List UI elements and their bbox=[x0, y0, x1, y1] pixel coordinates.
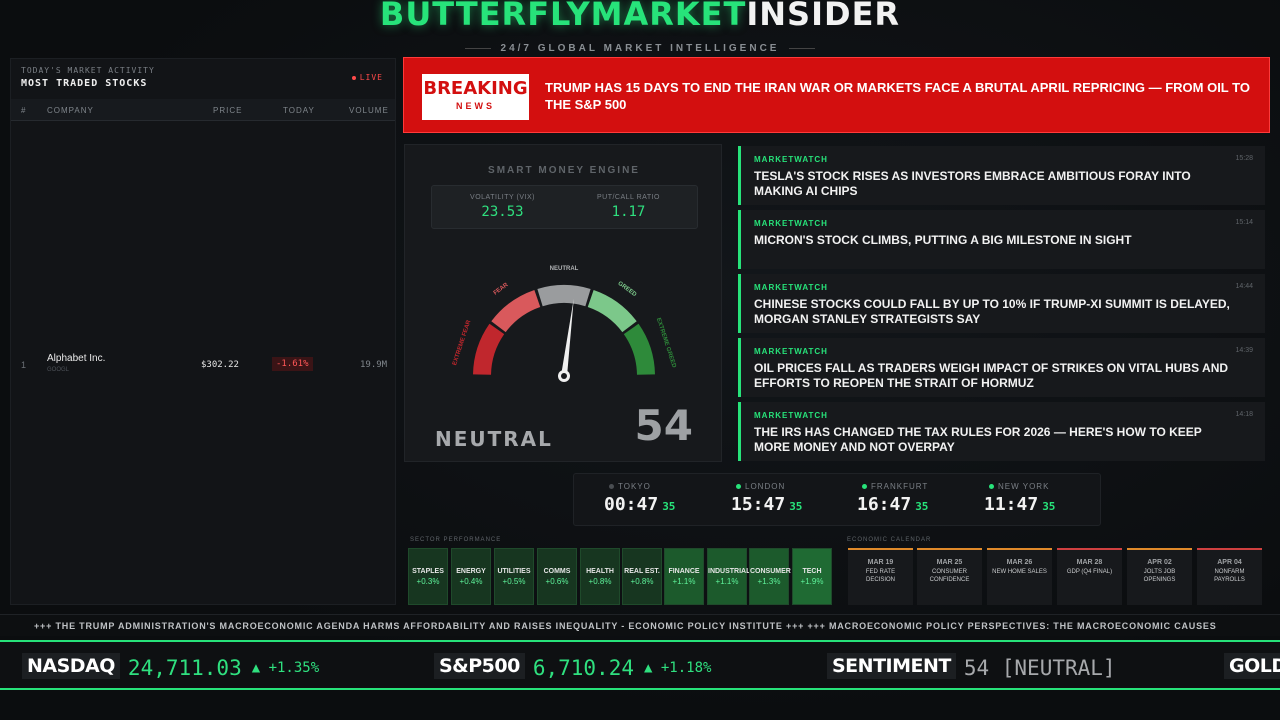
calendar-event[interactable]: APR 02 JOLTS JOB OPENINGS bbox=[1127, 548, 1192, 605]
put-call-metric: PUT/CALL RATIO 1.17 bbox=[596, 194, 660, 220]
gauge-title: SMART MONEY ENGINE bbox=[488, 165, 640, 176]
sector-label: SECTOR PERFORMANCE bbox=[410, 537, 502, 543]
gauge-needle bbox=[561, 298, 574, 377]
stock-volume: 19.9M bbox=[360, 360, 388, 370]
stock-price: $302.22 bbox=[201, 360, 239, 370]
stock-change: -1.61% bbox=[272, 357, 313, 371]
gauge-zone-label: EXTREME GREED bbox=[655, 317, 677, 369]
sector-tile[interactable]: TECH +1.9% bbox=[792, 548, 832, 605]
calendar-event[interactable]: MAR 26 NEW HOME SALES bbox=[987, 548, 1052, 605]
most-traded-panel: TODAY'S MARKET ACTIVITY MOST TRADED STOC… bbox=[10, 58, 396, 605]
vix-metric: VOLATILITY (VIX) 23.53 bbox=[470, 194, 535, 220]
sentiment-gauge: EXTREME FEAR FEAR NEUTRAL GREED EXTREME GREE… bbox=[452, 266, 677, 382]
sector-tile[interactable]: ENERGY +0.4% bbox=[451, 548, 491, 605]
news-time: 15:14 bbox=[1235, 219, 1253, 226]
world-clocks: TOKYO 00:47 35 LONDON 15:47 35 FRANKFURT 1… bbox=[573, 473, 1101, 526]
calendar-event[interactable]: MAR 28 GDP (Q4 FINAL) bbox=[1057, 548, 1122, 605]
news-headline[interactable]: THE IRS HAS CHANGED THE TAX RULES FOR 20… bbox=[754, 425, 1202, 454]
live-badge: LIVE bbox=[352, 73, 383, 82]
news-item[interactable]: MARKETWATCH 14:44 CHINESE STOCKS COULD F… bbox=[738, 274, 1265, 333]
col-company[interactable]: COMPANY bbox=[47, 106, 94, 115]
calendar-label: ECONOMIC CALENDAR bbox=[847, 537, 932, 543]
clock-tokyo: TOKYO 00:47 35 bbox=[604, 482, 724, 515]
sector-tile[interactable]: FINANCE +1.1% bbox=[664, 548, 704, 605]
company-ticker: GOOGL bbox=[47, 367, 70, 373]
quote-gold[interactable]: GOLD bbox=[1224, 653, 1280, 679]
breaking-news-banner[interactable]: BREAKING NEWS TRUMP HAS 15 DAYS TO END T… bbox=[403, 57, 1270, 133]
news-source: MARKETWATCH bbox=[754, 347, 828, 356]
gauge-segment bbox=[587, 289, 637, 333]
brand-logo: BUTTERFLYMARKETINSIDER bbox=[379, 0, 901, 33]
tagline: 24/7 GLOBAL MARKET INTELLIGENCE bbox=[0, 43, 1280, 54]
company-name: Alphabet Inc. bbox=[47, 353, 106, 364]
gauge-zone-label: EXTREME FEAR bbox=[452, 319, 472, 366]
panel-subtitle: TODAY'S MARKET ACTIVITY bbox=[21, 66, 155, 75]
row-num: 1 bbox=[21, 360, 27, 370]
news-item[interactable]: MARKETWATCH 15:14 MICRON'S STOCK CLIMBS,… bbox=[738, 210, 1265, 269]
news-headline[interactable]: MICRON'S STOCK CLIMBS, PUTTING A BIG MIL… bbox=[754, 233, 1132, 247]
quote-nasdaq[interactable]: NASDAQ 24,711.03 ▲ +1.35% bbox=[22, 653, 319, 680]
news-headline[interactable]: TESLA'S STOCK RISES AS INVESTORS EMBRACE… bbox=[754, 169, 1191, 198]
gauge-zone-label: NEUTRAL bbox=[550, 266, 579, 272]
clock-new-york: NEW YORK 11:47 35 bbox=[984, 482, 1104, 515]
news-item[interactable]: MARKETWATCH 14:39 OIL PRICES FALL AS TRA… bbox=[738, 338, 1265, 397]
quote-sp500[interactable]: S&P500 6,710.24 ▲ +1.18% bbox=[434, 653, 711, 680]
col-price[interactable]: PRICE bbox=[213, 106, 243, 115]
news-time: 14:39 bbox=[1235, 347, 1253, 354]
news-time: 15:28 bbox=[1235, 155, 1253, 162]
gauge-state: NEUTRAL bbox=[435, 427, 553, 451]
col-volume[interactable]: VOLUME bbox=[349, 106, 389, 115]
gauge-score: 54 bbox=[634, 401, 693, 450]
sector-tile[interactable]: REAL EST. +0.8% bbox=[622, 548, 662, 605]
calendar-event[interactable]: MAR 25 CONSUMER CONFIDENCE bbox=[917, 548, 982, 605]
news-source: MARKETWATCH bbox=[754, 219, 828, 228]
table-header: # COMPANY PRICE TODAY VOLUME bbox=[11, 99, 395, 121]
breaking-news-badge: BREAKING NEWS bbox=[422, 74, 529, 120]
quote-strip: NASDAQ 24,711.03 ▲ +1.35% S&P500 6,710.24 ▲ … bbox=[0, 640, 1280, 690]
smart-money-panel: SMART MONEY ENGINE VOLATILITY (VIX) 23.5… bbox=[404, 144, 722, 462]
table-row[interactable]: 1 Alphabet Inc. GOOGL $302.22 -1.61% 19.… bbox=[11, 347, 395, 383]
news-time: 14:18 bbox=[1235, 411, 1253, 418]
gauge-segment bbox=[623, 323, 655, 376]
col-today[interactable]: TODAY bbox=[283, 106, 315, 115]
sector-tile[interactable]: COMMS +0.6% bbox=[537, 548, 577, 605]
gauge-segment bbox=[491, 289, 541, 333]
col-num: # bbox=[21, 106, 27, 115]
gauge-segment bbox=[537, 285, 591, 307]
ticker-text: +++ THE TRUMP ADMINISTRATION'S MACROECON… bbox=[34, 621, 1217, 631]
gauge-hub-center bbox=[561, 373, 567, 379]
gauge-segment bbox=[473, 323, 505, 376]
gauge-zone-label: GREED bbox=[616, 281, 637, 299]
gauge-zone-label: FEAR bbox=[493, 282, 510, 297]
quote-sentiment[interactable]: SENTIMENT 54 [NEUTRAL] bbox=[827, 653, 1116, 680]
news-item[interactable]: MARKETWATCH 15:28 TESLA'S STOCK RISES AS… bbox=[738, 146, 1265, 205]
news-source: MARKETWATCH bbox=[754, 283, 828, 292]
news-ticker: +++ THE TRUMP ADMINISTRATION'S MACROECON… bbox=[0, 614, 1280, 636]
clock-london: LONDON 15:47 35 bbox=[731, 482, 851, 515]
news-time: 14:44 bbox=[1235, 283, 1253, 290]
news-headline[interactable]: OIL PRICES FALL AS TRADERS WEIGH IMPACT … bbox=[754, 361, 1229, 390]
sector-tile[interactable]: CONSUMER +1.3% bbox=[749, 548, 791, 605]
calendar-event[interactable]: APR 04 NONFARM PAYROLLS bbox=[1197, 548, 1262, 605]
sector-tile[interactable]: STAPLES +0.3% bbox=[408, 548, 448, 605]
news-item[interactable]: MARKETWATCH 14:18 THE IRS HAS CHANGED TH… bbox=[738, 402, 1265, 461]
breaking-headline[interactable]: TRUMP HAS 15 DAYS TO END THE IRAN WAR OR… bbox=[545, 80, 1250, 112]
news-source: MARKETWATCH bbox=[754, 411, 828, 420]
sector-tile[interactable]: UTILITIES +0.5% bbox=[494, 548, 534, 605]
sector-tile[interactable]: HEALTH +0.8% bbox=[580, 548, 620, 605]
calendar-event[interactable]: MAR 19 FED RATE DECISION bbox=[848, 548, 913, 605]
sector-tile[interactable]: INDUSTRIAL +1.1% bbox=[707, 548, 750, 605]
news-source: MARKETWATCH bbox=[754, 155, 828, 164]
gauge-metrics: VOLATILITY (VIX) 23.53 PUT/CALL RATIO 1.… bbox=[431, 185, 698, 229]
panel-title: MOST TRADED STOCKS bbox=[21, 78, 148, 89]
clock-frankfurt: FRANKFURT 16:47 35 bbox=[857, 482, 977, 515]
news-headline[interactable]: CHINESE STOCKS COULD FALL BY UP TO 10% I… bbox=[754, 297, 1230, 326]
